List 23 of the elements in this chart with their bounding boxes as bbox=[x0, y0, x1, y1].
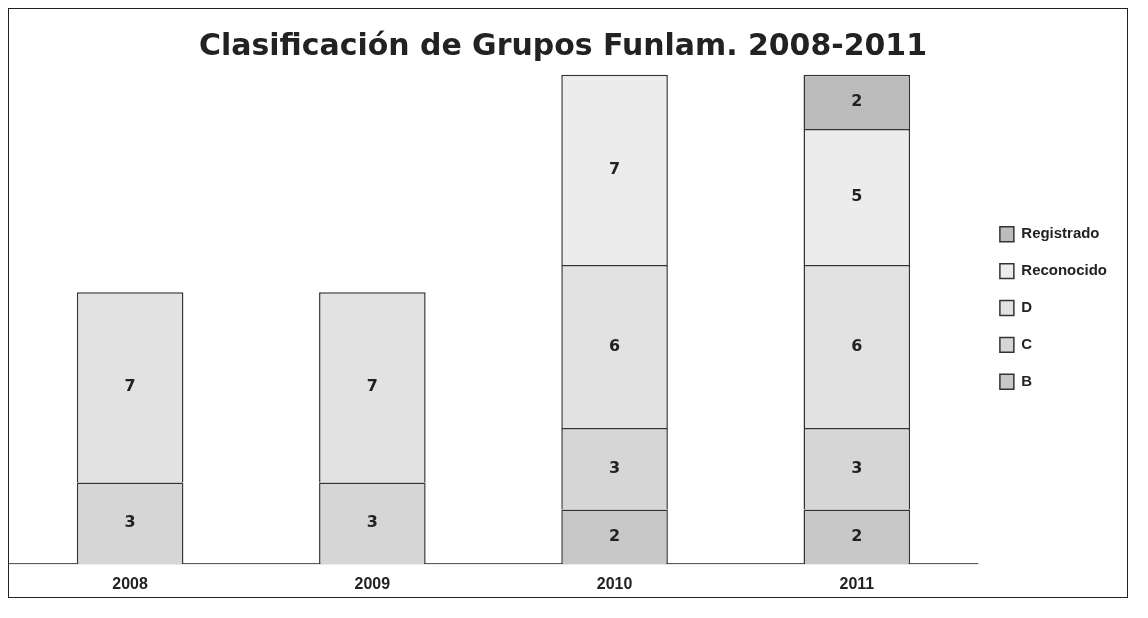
legend-label: C bbox=[1021, 335, 1033, 352]
data-label: 2 bbox=[609, 525, 621, 545]
data-label: 2 bbox=[851, 91, 863, 111]
data-label: 6 bbox=[851, 335, 863, 355]
data-label: 3 bbox=[609, 457, 621, 477]
data-label: 3 bbox=[851, 457, 863, 477]
x-tick-label: 2010 bbox=[596, 574, 633, 592]
x-tick-label: 2008 bbox=[112, 574, 148, 592]
data-label: 5 bbox=[851, 186, 863, 206]
data-label: 7 bbox=[124, 376, 136, 396]
chart-title: Clasificación de Grupos Funlam. 2008-2011 bbox=[199, 26, 927, 62]
data-label: 3 bbox=[124, 512, 136, 532]
data-label: 3 bbox=[366, 512, 378, 532]
data-label: 2 bbox=[851, 525, 863, 545]
legend-label: B bbox=[1021, 371, 1033, 389]
x-tick-label: 2011 bbox=[839, 574, 875, 592]
data-label: 7 bbox=[366, 376, 378, 396]
data-label: 6 bbox=[609, 335, 621, 355]
data-label: 7 bbox=[609, 159, 621, 179]
legend-label: Reconocido bbox=[1021, 261, 1107, 279]
x-tick-label: 2009 bbox=[354, 574, 391, 592]
legend-label: Registrado bbox=[1021, 224, 1100, 242]
legend-label: D bbox=[1021, 298, 1033, 316]
